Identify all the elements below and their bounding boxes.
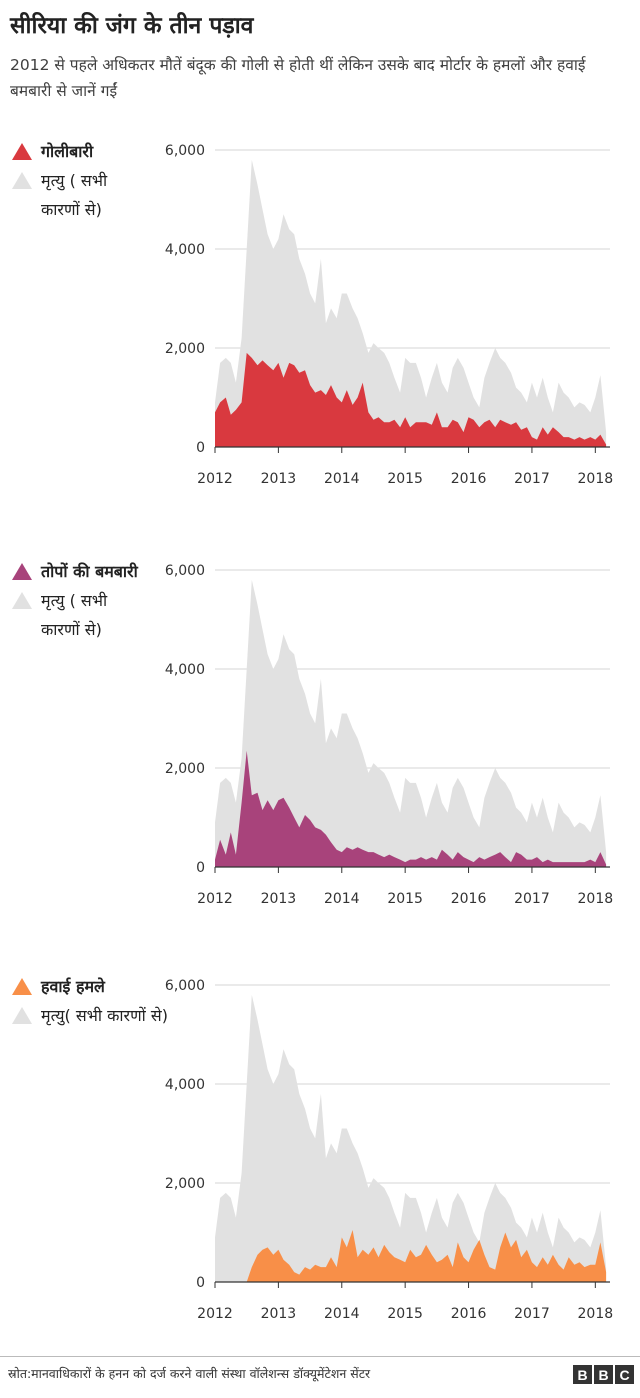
legend-item-total-deaths: मृत्यु ( सभी कारणों से): [12, 586, 141, 644]
chart-subtitle: 2012 से पहले अधिकतर मौतें बंदूक की गोली …: [10, 56, 586, 100]
cause-area: [215, 1230, 607, 1282]
legend-label: गोलीबारी: [41, 142, 94, 161]
legend-label: मृत्यु ( सभी कारणों से): [41, 591, 108, 639]
total-deaths-area: [215, 994, 607, 1282]
y-tick-label: 0: [196, 440, 205, 456]
legend-label: तोपों की बमबारी: [41, 562, 138, 581]
legend-label: मृत्यु ( सभी कारणों से): [41, 171, 108, 219]
legend-item-total-deaths: मृत्यु ( सभी कारणों से): [12, 166, 141, 224]
legend-item-total-deaths: मृत्यु( सभी कारणों से): [12, 1001, 168, 1030]
x-tick-label: 2012: [197, 891, 233, 907]
x-tick-label: 2018: [578, 1306, 614, 1322]
legend-airstrike: हवाई हमले मृत्यु( सभी कारणों से): [12, 972, 168, 1030]
legend-label: मृत्यु( सभी कारणों से): [41, 1006, 168, 1025]
x-tick-label: 2016: [451, 891, 487, 907]
y-tick-label: 2,000: [165, 1176, 205, 1192]
triangle-icon: [12, 1007, 32, 1024]
triangle-icon: [12, 172, 32, 189]
legend-item-airstrike: हवाई हमले: [12, 972, 168, 1001]
y-tick-label: 6,000: [165, 978, 205, 994]
x-tick-label: 2018: [578, 471, 614, 487]
y-tick-label: 6,000: [165, 563, 205, 579]
y-tick-label: 0: [196, 860, 205, 876]
gunfire-chart: 6,000 4,000 2,000 0 2012 2013 2014 2015 2016 2017…: [165, 143, 614, 487]
chart-title: सीरिया की जंग के तीन पड़ाव: [10, 13, 254, 39]
bbc-logo-letter: C: [615, 1365, 634, 1384]
footer: स्रोत:मानवाधिकारों के हनन को दर्ज करने व…: [0, 1356, 640, 1398]
cause-area: [215, 352, 607, 447]
legend-label: हवाई हमले: [41, 977, 105, 996]
x-tick-label: 2017: [514, 1306, 550, 1322]
x-tick-label: 2014: [324, 1306, 360, 1322]
y-tick-label: 4,000: [165, 242, 205, 258]
x-tick-label: 2017: [514, 471, 550, 487]
x-tick-label: 2015: [387, 891, 423, 907]
x-tick-label: 2016: [451, 471, 487, 487]
cause-area: [215, 750, 607, 867]
x-tick-label: 2016: [451, 1306, 487, 1322]
triangle-icon: [12, 592, 32, 609]
x-tick-label: 2012: [197, 1306, 233, 1322]
airstrike-chart: 6,000 4,000 2,000 0 2012 2013 2014 2015 2016 2017…: [165, 978, 614, 1322]
total-deaths-area: [215, 159, 607, 447]
legend-item-shelling: तोपों की बमबारी: [12, 557, 141, 586]
triangle-icon: [12, 143, 32, 160]
total-deaths-area: [215, 579, 607, 867]
x-tick-label: 2012: [197, 471, 233, 487]
x-tick-label: 2014: [324, 471, 360, 487]
x-tick-label: 2013: [261, 1306, 297, 1322]
y-tick-label: 6,000: [165, 143, 205, 159]
bbc-logo-letter: B: [594, 1365, 613, 1384]
triangle-icon: [12, 978, 32, 995]
y-tick-label: 0: [196, 1275, 205, 1291]
triangle-icon: [12, 563, 32, 580]
y-tick-label: 2,000: [165, 341, 205, 357]
source-note: स्रोत:मानवाधिकारों के हनन को दर्ज करने व…: [8, 1366, 371, 1381]
x-tick-label: 2013: [261, 471, 297, 487]
x-tick-label: 2017: [514, 891, 550, 907]
bbc-logo: B B C: [573, 1365, 634, 1384]
legend-gunfire: गोलीबारी मृत्यु ( सभी कारणों से): [12, 137, 141, 224]
y-tick-label: 4,000: [165, 662, 205, 678]
legend-shelling: तोपों की बमबारी मृत्यु ( सभी कारणों से): [12, 557, 141, 644]
shelling-chart: 6,000 4,000 2,000 0 2012 2013 2014 2015 2016 2017…: [165, 563, 614, 907]
x-tick-label: 2018: [578, 891, 614, 907]
y-tick-label: 2,000: [165, 761, 205, 777]
bbc-logo-letter: B: [573, 1365, 592, 1384]
x-tick-label: 2015: [387, 471, 423, 487]
legend-item-gunfire: गोलीबारी: [12, 137, 141, 166]
y-tick-label: 4,000: [165, 1077, 205, 1093]
x-tick-label: 2015: [387, 1306, 423, 1322]
x-tick-label: 2014: [324, 891, 360, 907]
x-tick-label: 2013: [261, 891, 297, 907]
